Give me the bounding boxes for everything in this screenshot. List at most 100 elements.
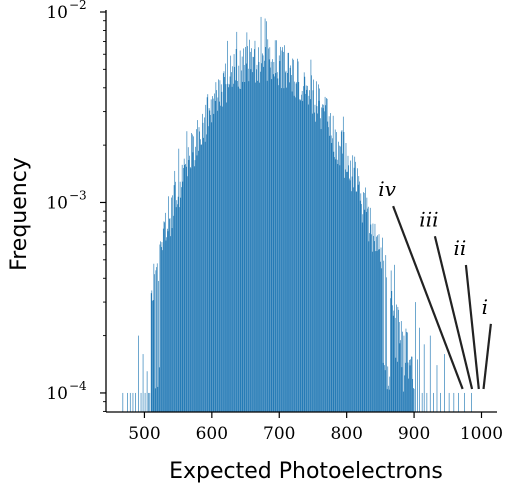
histogram-bar [356,191,358,412]
histogram-bar [402,331,403,412]
histogram-bar [229,76,231,412]
histogram-bar [340,131,342,412]
histogram-bar [260,71,261,412]
histogram-bar [337,163,339,412]
histogram-bar [319,88,320,412]
histogram-bar [201,144,203,412]
histogram-bar [396,304,397,412]
histogram-bar [240,88,242,413]
annotation-label-ii: ii [454,236,467,260]
histogram-bar [299,100,301,413]
histogram-bar [287,52,289,413]
histogram-bar [245,63,247,412]
histogram-bar [153,263,155,412]
histogram-bar [171,197,172,412]
histogram-bar [205,104,207,413]
histogram-bar [191,134,193,412]
histogram-bar [377,235,378,412]
histogram-bar [256,64,258,413]
histogram-bar [266,21,267,412]
histogram-bar [336,159,338,412]
histogram-bar [349,180,351,412]
histogram-bar [392,315,394,412]
histogram-bar [204,117,205,412]
histogram-bar [381,268,383,412]
histogram-bar [365,187,366,412]
histogram-bar [263,66,265,412]
histogram-bar [398,309,399,412]
histogram-bar [332,115,334,412]
histogram-bar [256,69,257,412]
histogram-bar [464,392,465,412]
histogram-bar [238,65,240,412]
histogram-bar [234,66,236,412]
histogram-bar [285,70,287,412]
y-axis-label: Frequency [7,157,32,271]
histogram-bar [156,263,158,412]
histogram-bar [246,32,248,413]
histogram-bar [241,56,243,413]
histogram-bar [373,235,374,412]
histogram-bar [270,67,271,412]
histogram-bar [403,335,405,412]
histogram-bar [265,47,267,413]
histogram-bar [157,386,159,412]
histogram-bar [320,118,321,413]
histogram-bar [185,163,186,412]
histogram-bar [202,122,204,412]
histogram-bar [237,81,238,412]
histogram-bar [233,54,235,412]
histogram-bar [152,300,153,412]
histogram-bar [271,79,273,412]
histogram-bar [322,104,323,412]
histogram-bar [305,93,306,413]
histogram-bar [210,114,211,413]
histogram-bar [237,86,239,412]
histogram-bar [276,72,278,412]
histogram-bar [390,298,391,412]
histogram-bar [372,223,374,412]
histogram-bar [175,207,177,412]
histogram-bar [361,204,362,412]
histogram-bar [332,138,333,413]
histogram-bar [380,261,381,412]
histogram-bar [278,55,280,412]
histogram-bar [289,82,290,412]
histogram-bar [400,340,401,412]
histogram-bar [386,389,388,412]
histogram-bar [306,89,308,413]
histogram-bar [339,165,341,412]
histogram-bar [387,366,389,412]
histogram-bar [158,280,159,412]
histogram-bar [197,120,198,412]
histogram-bar [220,105,221,412]
histogram-bar [419,327,420,412]
histogram-bar [185,166,187,412]
histogram-bar [210,99,212,413]
histogram-bar [405,328,407,412]
histogram-bar [294,81,296,412]
histogram-bar [351,191,352,412]
histogram-bar [248,81,250,413]
histogram-bar [297,61,299,412]
histogram-bar [292,58,294,413]
histogram-bar [254,40,256,413]
histogram-bar [156,267,157,412]
histogram-bar [384,370,386,412]
histogram-bar [177,196,179,412]
histogram-bar [144,392,146,412]
histogram-bar [388,385,389,412]
histogram-bar [343,131,345,412]
histogram-bar [366,197,368,412]
histogram-bar [408,378,409,412]
histogram-bar [305,85,307,412]
histogram-bar [358,176,360,412]
histogram-bar [196,129,197,412]
histogram-bar [198,127,200,413]
histogram-bar [187,176,188,412]
histogram-bar [189,166,191,412]
histogram-bar [399,343,401,412]
histogram-bar [281,50,283,412]
x-tick-label: 800 [330,424,362,444]
histogram-bar [407,332,408,412]
